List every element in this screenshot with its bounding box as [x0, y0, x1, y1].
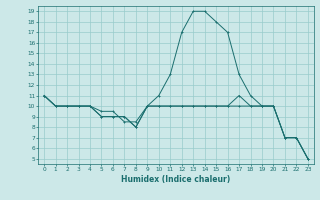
X-axis label: Humidex (Indice chaleur): Humidex (Indice chaleur) [121, 175, 231, 184]
